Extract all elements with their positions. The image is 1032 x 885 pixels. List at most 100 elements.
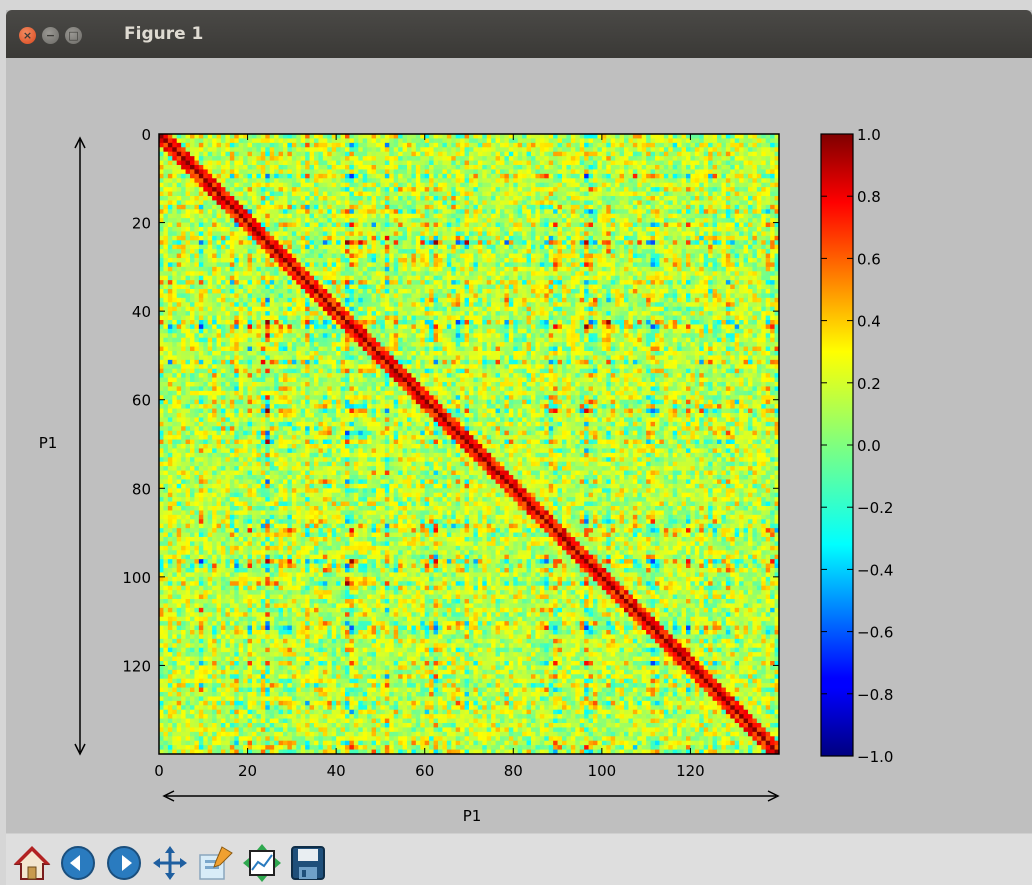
heatmap-cell [593, 262, 598, 268]
heatmap-cell [739, 134, 744, 139]
heatmap-cell [305, 142, 310, 148]
figure-canvas[interactable]: 0 20 40 60 80 100 120 0 20 40 60 80 100 120 P1 P1 [6, 58, 1032, 833]
heatmap-cell [517, 253, 523, 259]
heatmap-cell [730, 209, 736, 215]
heatmap-cell [358, 289, 364, 294]
heatmap-cell [221, 235, 226, 241]
heatmap-cell [553, 271, 558, 277]
heatmap-cell [318, 213, 324, 219]
heatmap-cell [517, 160, 523, 166]
heatmap-cell [336, 147, 341, 153]
heatmap-cell [252, 284, 257, 290]
heatmap-cell [398, 258, 403, 263]
heatmap-cell [305, 253, 310, 259]
heatmap-cell [216, 240, 222, 246]
heatmap-cell [460, 200, 465, 206]
heatmap-cell [287, 142, 293, 148]
heatmap-cell [420, 266, 426, 272]
heatmap-cell [619, 196, 625, 201]
heatmap-cell [765, 266, 771, 272]
heatmap-cell [287, 258, 293, 263]
heatmap-cell [203, 196, 209, 201]
heatmap-cell [291, 235, 297, 241]
heatmap-cell [243, 244, 248, 250]
heatmap-cell [593, 156, 598, 161]
heatmap-cell [677, 200, 682, 206]
heatmap-cell [637, 204, 643, 210]
heatmap-cell [477, 147, 483, 153]
heatmap-cell [677, 271, 682, 277]
heatmap-cell [548, 240, 554, 246]
heatmap-cell [252, 262, 257, 268]
heatmap-cell [562, 151, 567, 157]
heatmap-cell [269, 275, 275, 281]
heatmap-cell [229, 231, 235, 237]
heatmap-cell [601, 191, 607, 197]
heatmap-cell [207, 227, 213, 232]
heatmap-cell [721, 209, 727, 215]
heatmap-cell [655, 204, 660, 210]
heatmap-cell [243, 266, 248, 272]
heatmap-cell [349, 266, 355, 272]
heatmap-cell [637, 213, 643, 219]
heatmap-cell [517, 289, 523, 294]
heatmap-cell [748, 275, 753, 281]
heatmap-cell [570, 271, 576, 277]
heatmap-cell [575, 218, 581, 223]
heatmap-cell [668, 191, 674, 197]
heatmap-cell [495, 231, 501, 237]
heatmap-cell [553, 191, 558, 197]
heatmap-cell [686, 222, 691, 228]
heatmap-cell [513, 200, 519, 206]
heatmap-cell [659, 173, 665, 179]
heatmap-cell [283, 235, 288, 241]
heatmap-cell [566, 253, 572, 259]
heatmap-cell [646, 187, 651, 192]
heatmap-cell [358, 213, 364, 219]
heatmap-cell [464, 209, 470, 215]
heatmap-cell [167, 253, 173, 259]
minimize-button[interactable]: − [42, 27, 59, 44]
heatmap-cell [415, 173, 421, 179]
heatmap-cell [265, 227, 271, 232]
heatmap-cell [176, 200, 182, 206]
heatmap-cell [296, 191, 302, 197]
heatmap-cell [234, 280, 240, 285]
heatmap-cell [748, 235, 753, 241]
heatmap-cell [291, 271, 297, 277]
heatmap-cell [469, 160, 474, 166]
heatmap-cell [517, 249, 523, 254]
heatmap-cell [557, 200, 563, 206]
close-button[interactable]: × [19, 27, 36, 44]
heatmap-cell [615, 187, 620, 192]
heatmap-cell [579, 235, 585, 241]
heatmap-cell [708, 178, 713, 184]
heatmap-cell [681, 271, 687, 277]
heatmap-cell [597, 134, 603, 139]
heatmap-cell [761, 218, 767, 223]
heatmap-cell [504, 213, 510, 219]
heatmap-cell [694, 138, 700, 144]
heatmap-cell [668, 218, 674, 223]
heatmap-cell [681, 240, 687, 246]
maximize-button[interactable]: □ [65, 27, 82, 44]
heatmap-cell [185, 280, 191, 285]
heatmap-cell [159, 266, 164, 272]
heatmap-cell [668, 253, 674, 259]
heatmap-cell [721, 182, 727, 188]
heatmap-cell [562, 222, 567, 228]
heatmap-cell [420, 165, 426, 170]
heatmap-cell [531, 271, 536, 277]
heatmap-cell [717, 275, 722, 281]
heatmap-cell [438, 262, 443, 268]
heatmap-cell [181, 165, 186, 170]
heatmap-cell [477, 196, 483, 201]
heatmap-cell [176, 235, 182, 241]
heatmap-cell [398, 253, 403, 259]
heatmap-cell [389, 262, 395, 268]
heatmap-cell [482, 191, 488, 197]
heatmap-cell [655, 196, 660, 201]
heatmap-cell [562, 196, 567, 201]
heatmap-cell [190, 284, 195, 290]
heatmap-cell [367, 235, 372, 241]
